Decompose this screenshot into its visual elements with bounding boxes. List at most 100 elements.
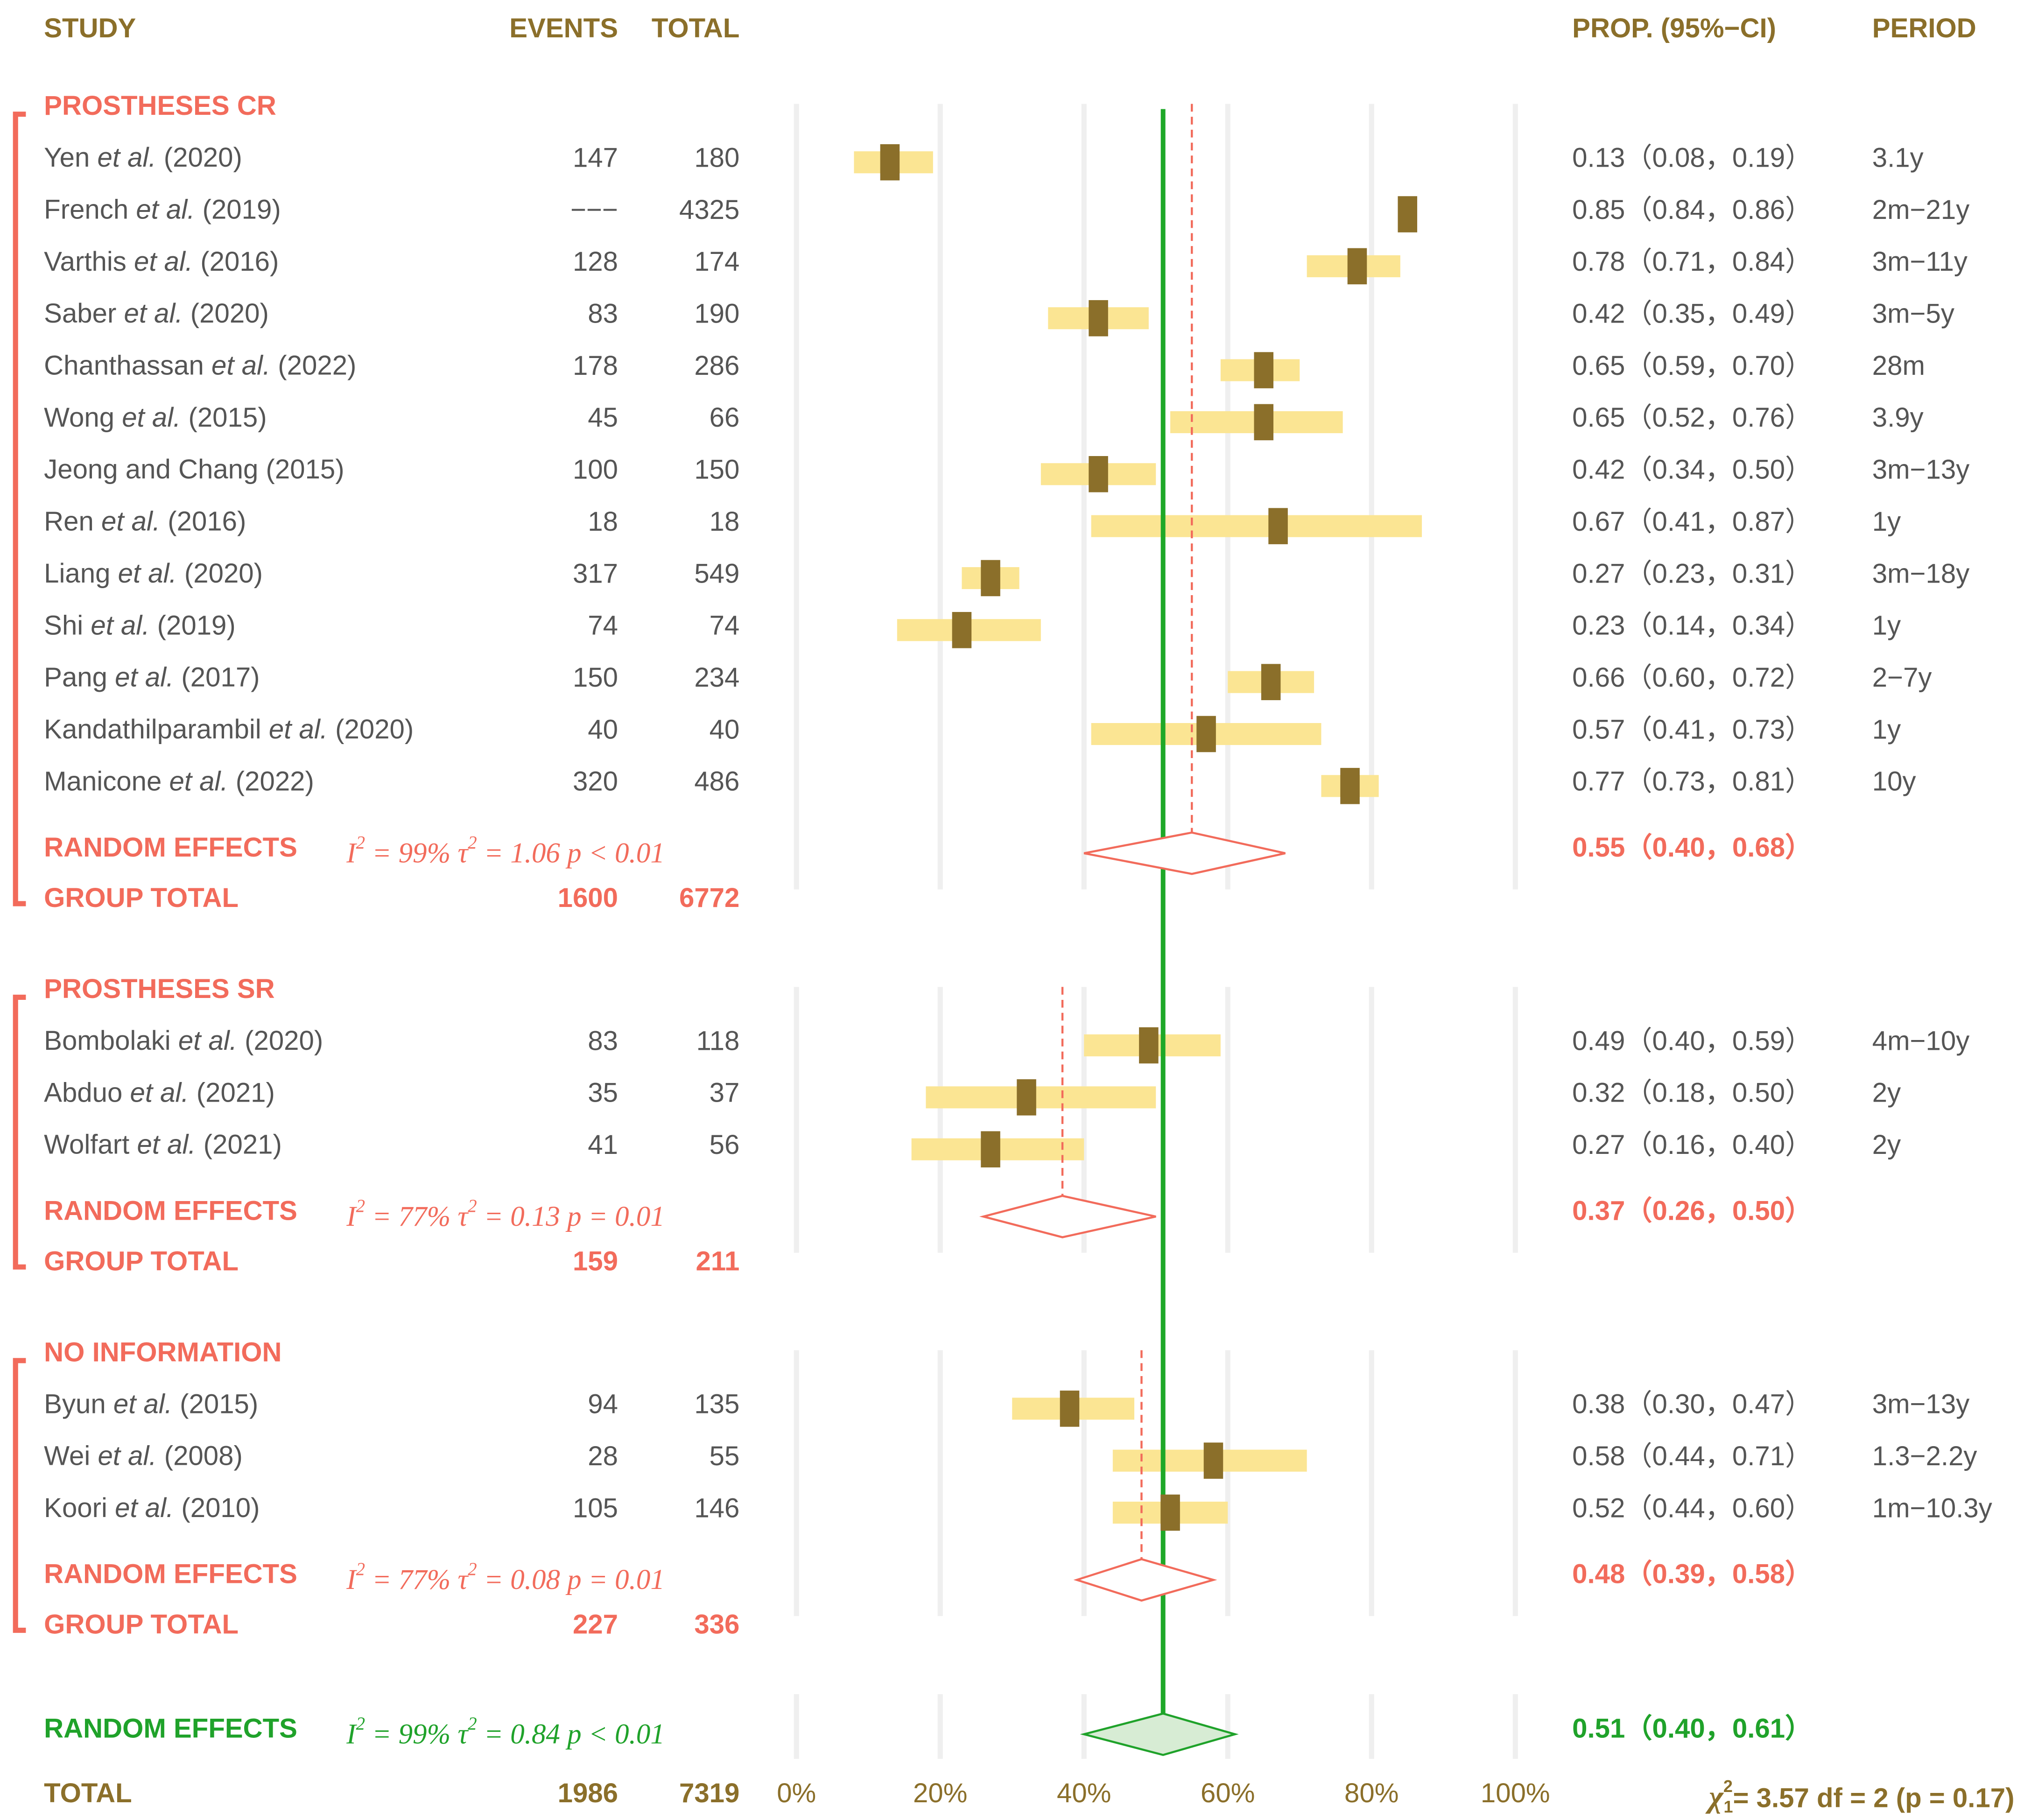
group-0-re-ci: 0.55（0.40，0.68） [1572, 832, 1812, 863]
group-1-total-label: GROUP TOTAL [44, 1246, 239, 1276]
group-0-study-3-total: 190 [694, 299, 739, 329]
group-0-study-11-ci: 0.57（0.41，0.73） [1572, 714, 1812, 745]
group-2-study-2-year: (2010) [181, 1493, 260, 1523]
group-1-re-i2: 77% [399, 1201, 451, 1232]
group-0-study-9-author: Shi [44, 611, 83, 641]
group-0-study-2-total: 174 [694, 246, 739, 277]
group-1-re-label: RANDOM EFFECTS [44, 1195, 297, 1226]
group-0-study-0-events: 147 [573, 143, 618, 173]
group-1-study-1-ci-band [926, 1086, 1156, 1109]
group-0-study-4-name: Chanthassan et al. (2022) [44, 351, 356, 381]
group-0-study-8-ci: 0.27（0.23，0.31） [1572, 558, 1812, 589]
group-0-study-4-events: 178 [573, 351, 618, 381]
group-1-study-2-ci: 0.27（0.16，0.40） [1572, 1130, 1812, 1160]
group-1-total-total: 211 [696, 1246, 740, 1276]
x-tick-label-0: 0% [777, 1778, 816, 1808]
group-0-study-9-point [952, 612, 972, 648]
group-0-study-4-author: Chanthassan [44, 351, 204, 381]
group-1-study-1-name: Abduo et al. (2021) [44, 1078, 275, 1108]
group-0-study-10-events: 150 [573, 662, 618, 693]
group-0-study-12-events: 320 [573, 766, 618, 797]
group-0-study-1-year: (2019) [203, 195, 281, 225]
group-2-study-1-point [1203, 1442, 1223, 1479]
group-0-study-6-point [1089, 456, 1108, 492]
group-0-study-7-year: (2016) [168, 506, 246, 537]
group-0-study-11-period: 1y [1872, 714, 1901, 745]
group-0-study-0-author: Yen [44, 143, 90, 173]
group-2-study-0-total: 135 [694, 1389, 739, 1419]
group-2-study-1-ci: 0.58（0.44，0.71） [1572, 1441, 1812, 1471]
group-1-study-2-author: Wolfart [44, 1130, 129, 1160]
overall-re-p: 0.01 [615, 1719, 665, 1750]
group-2-study-1-events: 28 [588, 1441, 618, 1471]
group-1-grid-line-5 [1512, 987, 1518, 1253]
group-2-grid-line-0 [794, 1350, 799, 1616]
header-total: TOTAL [652, 13, 739, 43]
group-0-study-7-ci: 0.67（0.41，0.87） [1572, 506, 1812, 537]
group-1-study-0-period: 4m−10y [1872, 1026, 1970, 1056]
group-1-study-1-point [1017, 1079, 1036, 1116]
group-2-total-label: GROUP TOTAL [44, 1609, 239, 1640]
group-1-study-1-year: (2021) [197, 1078, 275, 1108]
group-1-study-0-total: 118 [696, 1026, 740, 1056]
group-0-grid-line-0 [794, 104, 799, 890]
group-2-total-events: 227 [573, 1609, 618, 1640]
overall-grid-line-4 [1369, 1694, 1374, 1759]
group-0-re-i2: 99% [399, 837, 451, 869]
group-0-re-label: RANDOM EFFECTS [44, 832, 297, 863]
group-2-title: NO INFORMATION [44, 1337, 281, 1367]
group-0-study-12-point [1340, 768, 1360, 804]
group-2-re-stats: I2 = 77% τ2 = 0.08 p = 0.01 [346, 1559, 664, 1595]
heterogeneity-test: χ2 1= 3.57 df = 2 (p = 0.17) [1705, 1776, 2014, 1816]
group-2-study-2-ci: 0.52（0.44，0.60） [1572, 1493, 1812, 1523]
group-0-study-7-total: 18 [710, 506, 740, 537]
group-2-study-0-point [1060, 1391, 1080, 1427]
group-0-study-4-period: 28m [1872, 351, 1925, 381]
overall-grid-line-2 [1081, 1694, 1087, 1759]
group-0-study-6-author: Jeong and Chang [44, 455, 258, 485]
group-0-re-diamond [1083, 831, 1286, 875]
group-0-study-12-total: 486 [694, 766, 739, 797]
header-period: PERIOD [1872, 13, 1976, 43]
group-0-title: PROSTHESES CR [44, 91, 276, 121]
group-2-study-2-events: 105 [573, 1493, 618, 1523]
overall-re-i2: 99% [399, 1719, 451, 1750]
group-2-study-0-name: Byun et al. (2015) [44, 1389, 258, 1419]
group-0-study-3-events: 83 [588, 299, 618, 329]
group-2-grid-line-3 [1225, 1350, 1230, 1616]
group-2-study-0-events: 94 [588, 1389, 618, 1419]
group-1-re-ci: 0.37（0.26，0.50） [1572, 1195, 1812, 1226]
group-0-study-7-ci-band [1091, 515, 1422, 537]
group-2-study-0-ci: 0.38（0.30，0.47） [1572, 1389, 1812, 1419]
group-0-grid-line-5 [1512, 104, 1518, 890]
group-2-re-label: RANDOM EFFECTS [44, 1559, 297, 1589]
group-0-study-2-name: Varthis et al. (2016) [44, 246, 279, 277]
group-1-grid-line-4 [1369, 987, 1374, 1253]
group-1-grid-line-0 [794, 987, 799, 1253]
group-2-study-0-year: (2015) [180, 1389, 258, 1419]
group-0-study-11-events: 40 [588, 714, 618, 745]
group-0-study-8-total: 549 [694, 558, 739, 589]
group-0-study-4-ci: 0.65（0.59，0.70） [1572, 351, 1812, 381]
group-0-bracket [13, 112, 26, 906]
group-0-study-5-period: 3.9y [1872, 402, 1924, 433]
group-2-study-2-total: 146 [694, 1493, 739, 1523]
group-2-grid-line-2 [1081, 1350, 1087, 1616]
group-0-study-2-ci: 0.78（0.71，0.84） [1572, 246, 1812, 277]
group-1-grid-line-3 [1225, 987, 1230, 1253]
group-0-study-7-point [1268, 508, 1288, 544]
group-0-study-2-year: (2016) [200, 246, 279, 277]
group-0-study-5-ci: 0.65（0.52，0.76） [1572, 402, 1812, 433]
group-2-re-tau2: 0.08 [510, 1564, 560, 1595]
group-2-study-0-author: Byun [44, 1389, 106, 1419]
group-0-study-1-name: French et al. (2019) [44, 195, 281, 225]
group-1-study-1-events: 35 [588, 1078, 618, 1108]
group-0-study-2-author: Varthis [44, 246, 127, 277]
group-0-study-8-events: 317 [573, 558, 618, 589]
group-0-study-10-name: Pang et al. (2017) [44, 662, 260, 693]
group-0-total-total: 6772 [679, 883, 739, 913]
group-1-study-2-name: Wolfart et al. (2021) [44, 1130, 282, 1160]
group-1-study-0-year: (2020) [245, 1026, 323, 1056]
group-0-study-3-period: 3m−5y [1872, 299, 1954, 329]
